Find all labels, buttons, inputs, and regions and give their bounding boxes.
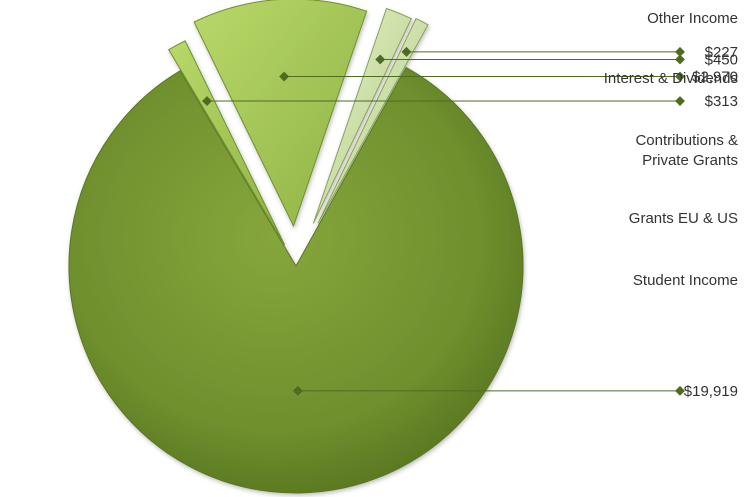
leader-marker	[675, 96, 685, 106]
slice-label: Contributions &	[635, 132, 738, 149]
leader-marker	[675, 385, 685, 396]
leader-marker	[675, 54, 685, 65]
slice-value-label: $2,970	[692, 69, 738, 86]
leader-marker	[675, 71, 685, 82]
slice-value-label: $19,919	[684, 383, 738, 400]
slice-value-label: $450	[705, 51, 738, 68]
slice-label: Grants EU & US	[629, 210, 738, 227]
pie-slice-student-income	[68, 66, 524, 494]
slice-label: Interest & Dividends	[604, 70, 738, 87]
slice-value-label: $227	[705, 44, 738, 61]
leader-marker	[675, 46, 685, 57]
slice-label: Other Income	[647, 10, 738, 27]
leader-marker	[292, 385, 303, 396]
pie-slice-contributions-private-grants	[193, 0, 368, 228]
slice-label: Student Income	[633, 272, 738, 289]
pie-slice-other-income	[317, 17, 429, 224]
slice-value-label: $313	[705, 93, 738, 110]
pie-slice-grants-eu-us	[168, 40, 286, 246]
pie-slice-interest-dividends	[312, 7, 413, 224]
slice-label: Private Grants	[642, 152, 738, 169]
leader-marker	[202, 96, 212, 106]
